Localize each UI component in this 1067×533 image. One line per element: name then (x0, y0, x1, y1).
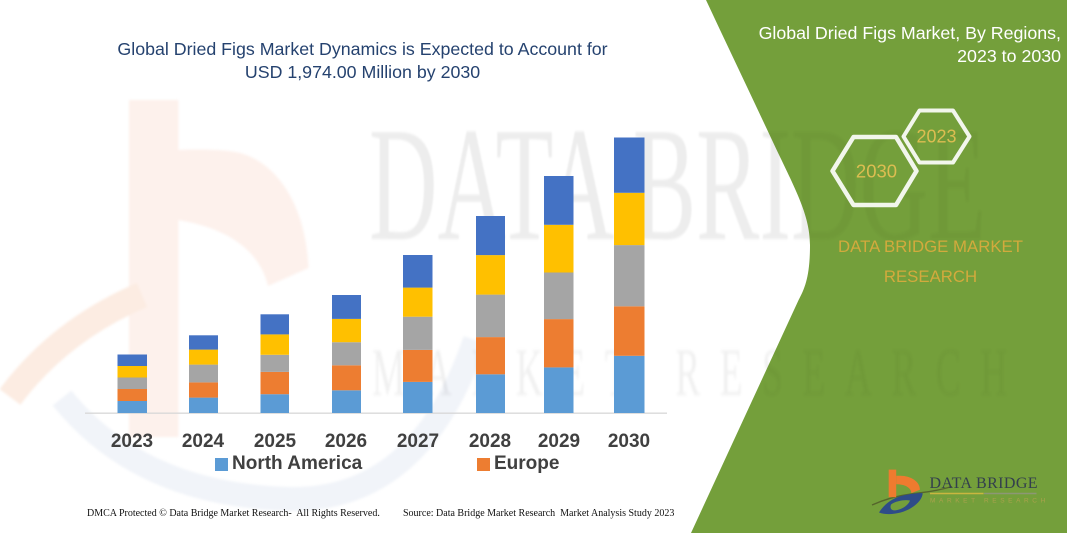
svg-text:DATA BRIDGE: DATA BRIDGE (930, 475, 1038, 492)
svg-text:MARKET RESEARCH: MARKET RESEARCH (930, 498, 1049, 505)
svg-text:2023: 2023 (916, 127, 956, 147)
svg-text:2030: 2030 (856, 161, 897, 182)
